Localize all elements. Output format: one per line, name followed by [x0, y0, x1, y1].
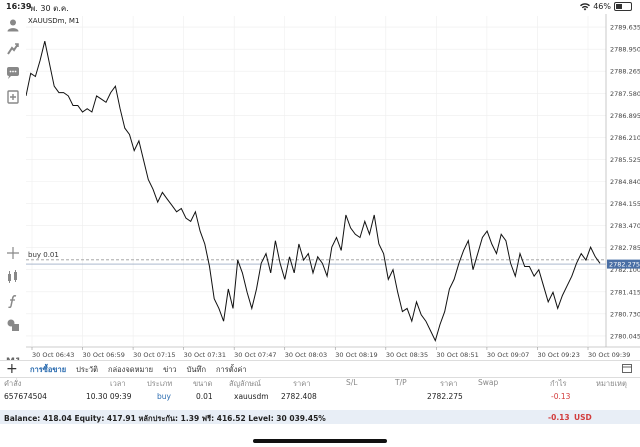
header-tp: T/P	[395, 378, 407, 387]
battery-icon	[614, 2, 632, 11]
current-price-value: 2782.275	[609, 260, 640, 268]
clock: 16:39	[6, 2, 32, 11]
x-tick-label: 30 Oct 07:31	[184, 351, 226, 359]
header-sl: S/L	[346, 378, 358, 387]
x-tick-label: 30 Oct 08:35	[386, 351, 428, 359]
x-tick-label: 30 Oct 09:07	[487, 351, 529, 359]
y-tick-label: 2786.895	[610, 112, 640, 120]
header-swap: Swap	[478, 378, 499, 387]
price-series-line	[25, 40, 601, 342]
y-tick-label: 2788.265	[610, 68, 640, 76]
order-id: 657674504	[4, 392, 47, 401]
symbol-label: XAUUSDm, M1	[28, 17, 79, 25]
header-size: ขนาด	[193, 379, 213, 388]
chart-svg[interactable]: 2789.635 2788.950 2788.265 2787.580 2786.895…	[25, 14, 640, 362]
order-profit: -0.13	[551, 392, 571, 401]
y-tick-label: 2780.730	[610, 310, 640, 318]
y-tick-label: 2780.045	[610, 332, 640, 340]
expand-panel-icon[interactable]	[622, 364, 632, 373]
header-symbol: สัญลักษณ์	[229, 379, 262, 388]
objects-icon[interactable]	[4, 316, 22, 334]
x-tick-label: 30 Oct 08:51	[436, 351, 478, 359]
tab-trade[interactable]: การซื้อขาย	[30, 365, 67, 374]
x-tick-label: 30 Oct 07:47	[234, 351, 276, 359]
y-tick-label: 2785.525	[610, 156, 640, 164]
status-right: 46%	[580, 2, 632, 11]
bottom-tab-bar: + การซื้อขาย ประวัติ กล่องจดหมาย ข่าว บั…	[0, 360, 640, 378]
tab-news[interactable]: ข่าว	[163, 365, 177, 374]
person-icon[interactable]	[4, 16, 22, 34]
orders-table-header: คำสั่ง เวลา ประเภท ขนาด สัญลักษณ์ ราคา S…	[0, 378, 640, 390]
tab-mailbox[interactable]: กล่องจดหมาย	[108, 365, 154, 374]
y-tick-label: 2789.635	[610, 24, 640, 32]
add-chart-icon[interactable]	[4, 88, 22, 106]
crosshair-icon[interactable]	[4, 244, 22, 262]
y-tick-label: 2787.580	[610, 90, 640, 98]
balance-bar: Balance: 418.04 Equity: 417.91 หลักประกั…	[0, 410, 640, 424]
chat-icon[interactable]	[4, 64, 22, 82]
y-tick-label: 2781.415	[610, 288, 640, 296]
buy-order-label: buy 0.01	[28, 251, 59, 259]
tab-history[interactable]: ประวัติ	[76, 365, 99, 374]
order-time: 10.30 09:39	[86, 392, 132, 401]
header-price: ราคา	[440, 379, 458, 388]
tabs: การซื้อขาย ประวัติ กล่องจดหมาย ข่าว บันท…	[30, 364, 247, 376]
indicators-icon[interactable]	[4, 268, 22, 286]
add-icon[interactable]: +	[6, 361, 18, 377]
x-tick-label: 30 Oct 06:43	[32, 351, 74, 359]
balance-summary: Balance: 418.04 Equity: 417.91 หลักประกั…	[4, 414, 326, 423]
x-tick-label: 30 Oct 06:59	[83, 351, 125, 359]
current-price-tag-bg	[607, 259, 640, 269]
x-tick-label: 30 Oct 07:15	[133, 351, 175, 359]
header-type: ประเภท	[147, 379, 173, 388]
currency-label: USD	[574, 413, 592, 422]
x-tick-label: 30 Oct 08:19	[335, 351, 377, 359]
header-comment: หมายเหตุ	[596, 379, 627, 388]
order-price: 2782.275	[427, 392, 463, 401]
y-tick-label: 2782.785	[610, 244, 640, 252]
home-indicator[interactable]	[253, 439, 387, 443]
signal-icon[interactable]	[4, 40, 22, 58]
order-symbol: xauusdm	[234, 392, 269, 401]
function-icon[interactable]	[4, 292, 22, 310]
header-order: คำสั่ง	[4, 379, 22, 388]
header-profit: กำไร	[550, 379, 567, 388]
y-tick-label: 2784.840	[610, 178, 640, 186]
y-tick-label: 2788.950	[610, 46, 640, 54]
battery-percent: 46%	[593, 2, 611, 11]
status-bar: 16:39 พ. 30 ต.ค. 46%	[0, 0, 640, 14]
order-type: buy	[157, 392, 171, 401]
tab-settings[interactable]: การตั้งค่า	[216, 365, 247, 374]
y-tick-label: 2786.210	[610, 134, 640, 142]
x-tick-label: 30 Oct 08:03	[285, 351, 327, 359]
order-open-price: 2782.408	[281, 392, 317, 401]
wifi-icon	[580, 2, 591, 11]
header-open-price: ราคา	[293, 379, 311, 388]
total-profit: -0.13	[548, 413, 570, 422]
x-tick-label: 30 Oct 09:39	[588, 351, 630, 359]
y-tick-label: 2784.155	[610, 200, 640, 208]
tab-journal[interactable]: บันทึก	[186, 365, 207, 374]
current-price-tag: 2782.275	[607, 259, 640, 269]
order-size: 0.01	[196, 392, 213, 401]
table-row[interactable]: 657674504 10.30 09:39 buy 0.01 xauusdm 2…	[0, 392, 640, 408]
y-tick-label: 2783.470	[610, 222, 640, 230]
chart-toolbar	[0, 14, 26, 354]
date: พ. 30 ต.ค.	[30, 4, 69, 13]
header-time: เวลา	[110, 379, 126, 388]
y-tick-label: 2782.100	[610, 266, 640, 274]
x-tick-label: 30 Oct 09:23	[537, 351, 579, 359]
price-chart[interactable]: 2789.635 2788.950 2788.265 2787.580 2786.895…	[25, 14, 640, 362]
